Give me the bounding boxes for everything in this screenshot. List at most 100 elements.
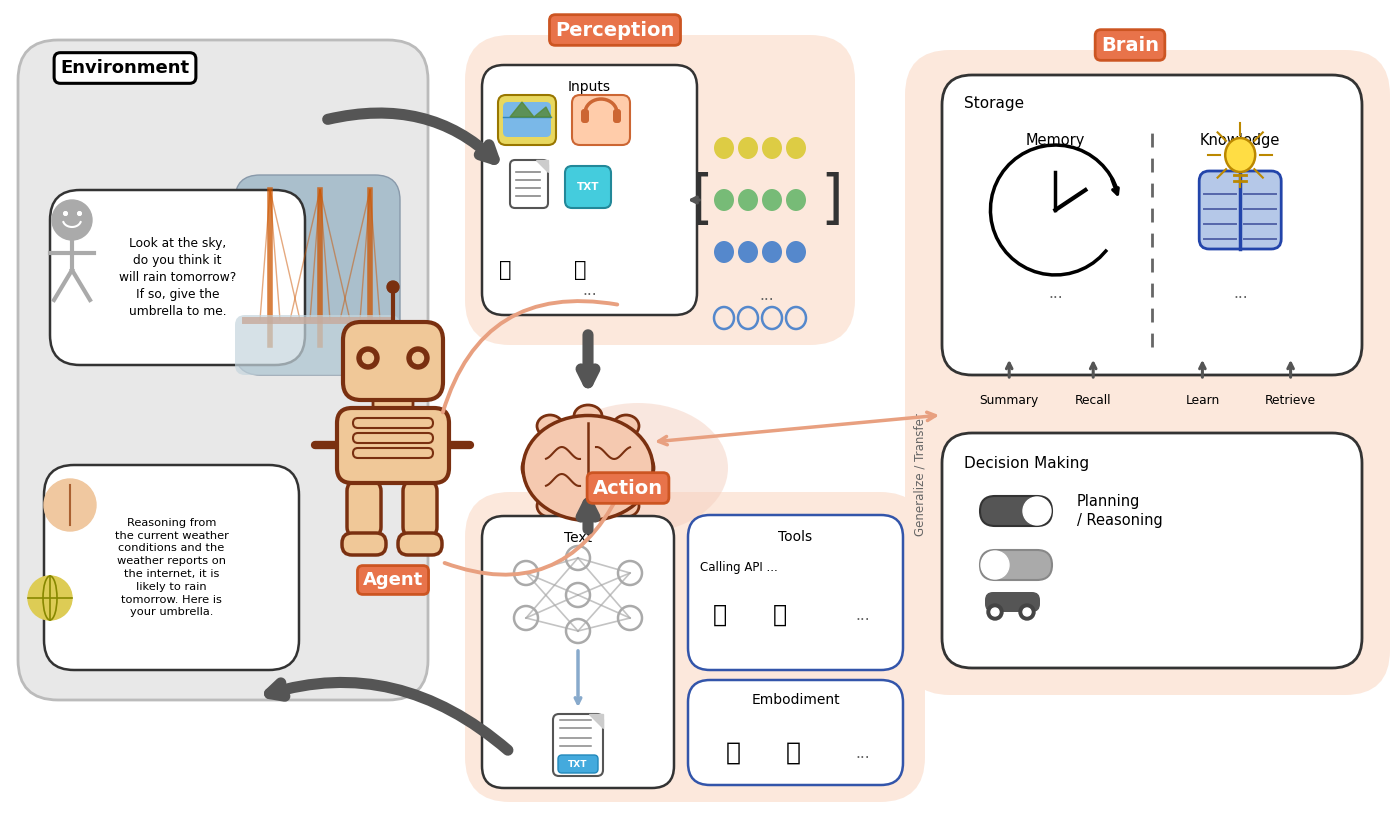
Text: ]: ] — [820, 172, 843, 228]
FancyBboxPatch shape — [353, 433, 433, 443]
Text: Memory: Memory — [1026, 133, 1085, 148]
Ellipse shape — [714, 241, 734, 263]
FancyBboxPatch shape — [980, 550, 1051, 580]
Circle shape — [987, 604, 1002, 620]
Ellipse shape — [547, 403, 728, 533]
Text: Storage: Storage — [965, 95, 1025, 110]
Circle shape — [1023, 497, 1051, 525]
Text: Summary: Summary — [980, 393, 1039, 407]
FancyBboxPatch shape — [347, 481, 381, 537]
FancyBboxPatch shape — [482, 516, 673, 788]
Circle shape — [386, 281, 399, 293]
Text: Learn: Learn — [1186, 393, 1219, 407]
Circle shape — [1004, 158, 1107, 262]
FancyBboxPatch shape — [559, 755, 598, 773]
Ellipse shape — [738, 241, 757, 263]
Polygon shape — [510, 102, 552, 117]
FancyBboxPatch shape — [403, 481, 437, 537]
Ellipse shape — [762, 137, 783, 159]
Text: Inputs: Inputs — [568, 80, 610, 94]
Text: 🦾: 🦾 — [725, 741, 741, 765]
FancyBboxPatch shape — [465, 492, 925, 802]
Text: ...: ... — [855, 608, 871, 622]
Ellipse shape — [738, 137, 757, 159]
Text: Embodiment: Embodiment — [752, 693, 840, 707]
FancyBboxPatch shape — [353, 448, 433, 458]
Circle shape — [28, 576, 71, 620]
Text: 📊: 📊 — [773, 603, 787, 627]
Text: Text: Text — [564, 531, 592, 545]
Circle shape — [1019, 604, 1035, 620]
Ellipse shape — [785, 241, 806, 263]
Text: ...: ... — [1049, 286, 1063, 300]
Ellipse shape — [533, 423, 643, 513]
Ellipse shape — [613, 415, 638, 437]
FancyBboxPatch shape — [372, 395, 413, 410]
FancyBboxPatch shape — [337, 408, 449, 483]
Text: Brain: Brain — [1100, 36, 1159, 55]
Text: ...: ... — [1233, 286, 1247, 300]
Polygon shape — [589, 714, 603, 728]
Text: [: [ — [690, 172, 714, 228]
FancyBboxPatch shape — [904, 50, 1390, 695]
Text: Look at the sky,
do you think it
will rain tomorrow?
If so, give the
umbrella to: Look at the sky, do you think it will ra… — [119, 237, 237, 318]
Ellipse shape — [538, 495, 563, 517]
Ellipse shape — [524, 416, 652, 520]
FancyBboxPatch shape — [353, 418, 433, 428]
FancyBboxPatch shape — [573, 95, 630, 145]
FancyBboxPatch shape — [503, 102, 552, 137]
Circle shape — [981, 551, 1009, 579]
Text: Perception: Perception — [556, 21, 675, 40]
Text: Generalize / Transfer: Generalize / Transfer — [913, 413, 927, 536]
Text: Action: Action — [594, 479, 664, 497]
FancyBboxPatch shape — [980, 496, 1051, 526]
Text: Reasoning from
the current weather
conditions and the
weather reports on
the int: Reasoning from the current weather condi… — [115, 518, 228, 618]
FancyBboxPatch shape — [566, 166, 610, 208]
Ellipse shape — [574, 405, 602, 427]
Ellipse shape — [714, 137, 734, 159]
FancyBboxPatch shape — [510, 160, 547, 208]
FancyBboxPatch shape — [581, 109, 589, 123]
FancyBboxPatch shape — [1200, 171, 1281, 249]
Circle shape — [1023, 608, 1030, 616]
Ellipse shape — [785, 189, 806, 211]
Text: Recall: Recall — [1075, 393, 1112, 407]
Circle shape — [991, 608, 1000, 616]
Text: ...: ... — [760, 287, 774, 302]
Circle shape — [357, 347, 379, 369]
Circle shape — [43, 479, 97, 531]
Ellipse shape — [762, 189, 783, 211]
FancyBboxPatch shape — [482, 65, 697, 315]
Circle shape — [52, 200, 92, 240]
Polygon shape — [536, 160, 547, 172]
Text: Knowledge: Knowledge — [1200, 133, 1281, 148]
Ellipse shape — [522, 454, 545, 482]
Ellipse shape — [631, 454, 654, 482]
Text: ...: ... — [582, 282, 596, 297]
FancyBboxPatch shape — [343, 322, 442, 400]
FancyBboxPatch shape — [986, 592, 1040, 612]
Ellipse shape — [574, 505, 602, 527]
FancyBboxPatch shape — [18, 40, 428, 700]
FancyBboxPatch shape — [43, 465, 300, 670]
FancyBboxPatch shape — [942, 433, 1362, 668]
Circle shape — [407, 347, 428, 369]
Text: Decision Making: Decision Making — [965, 456, 1089, 471]
FancyBboxPatch shape — [687, 515, 903, 670]
Ellipse shape — [1225, 138, 1256, 172]
Text: Retrieve: Retrieve — [1266, 393, 1316, 407]
Ellipse shape — [762, 241, 783, 263]
Circle shape — [413, 353, 423, 364]
Ellipse shape — [538, 415, 563, 437]
Text: Planning
/ Reasoning: Planning / Reasoning — [1077, 494, 1163, 529]
FancyBboxPatch shape — [398, 533, 442, 555]
FancyBboxPatch shape — [687, 680, 903, 785]
Ellipse shape — [613, 495, 638, 517]
FancyBboxPatch shape — [553, 714, 603, 776]
Text: 👆: 👆 — [498, 260, 511, 280]
FancyBboxPatch shape — [342, 533, 386, 555]
Ellipse shape — [738, 189, 757, 211]
FancyBboxPatch shape — [613, 109, 622, 123]
Text: Calling API ...: Calling API ... — [700, 560, 778, 574]
FancyBboxPatch shape — [235, 175, 400, 375]
